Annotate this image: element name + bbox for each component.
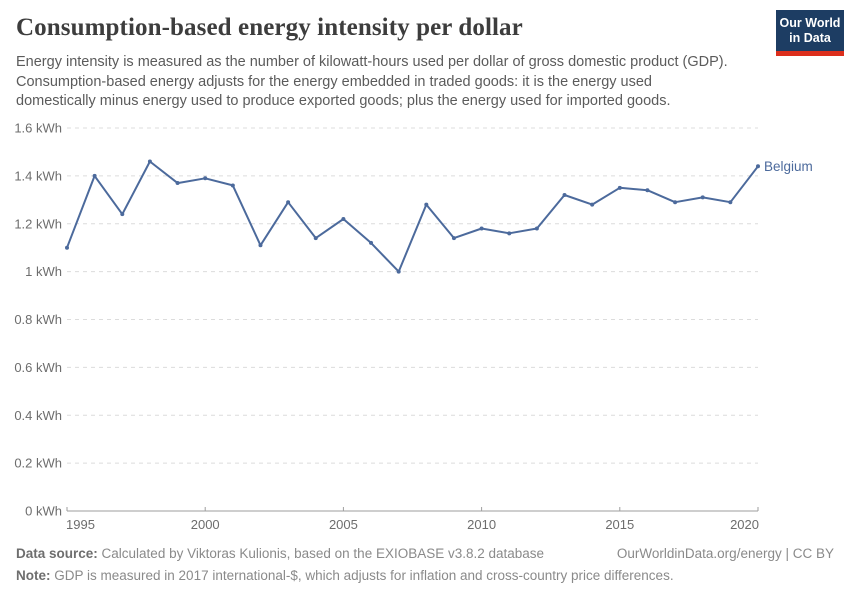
data-point[interactable] bbox=[369, 240, 374, 245]
data-point[interactable] bbox=[562, 193, 567, 198]
x-axis-tick-label: 2005 bbox=[329, 517, 358, 532]
x-axis-tick-label: 2020 bbox=[730, 517, 759, 532]
data-point[interactable] bbox=[645, 188, 650, 193]
x-axis-tick-label: 2010 bbox=[467, 517, 496, 532]
data-point[interactable] bbox=[590, 202, 595, 207]
data-point[interactable] bbox=[673, 200, 678, 205]
owid-logo[interactable]: Our World in Data bbox=[776, 10, 844, 56]
data-point[interactable] bbox=[451, 236, 456, 241]
footer-datasource-row: OurWorldinData.org/energy | CC BY Data s… bbox=[16, 546, 834, 561]
data-point[interactable] bbox=[396, 269, 401, 274]
y-axis-tick-label: 1 kWh bbox=[25, 264, 62, 279]
series-end-label[interactable]: Belgium bbox=[764, 159, 813, 174]
note-text: GDP is measured in 2017 international-$,… bbox=[50, 568, 674, 583]
chart-subtitle: Energy intensity is measured as the numb… bbox=[16, 54, 728, 109]
owid-logo-accent-bar bbox=[776, 51, 844, 56]
data-point[interactable] bbox=[92, 173, 97, 178]
owid-logo-box: Our World in Data bbox=[776, 10, 844, 51]
y-axis-tick-label: 1.2 kWh bbox=[14, 216, 62, 231]
x-axis-tick-label: 2015 bbox=[605, 517, 634, 532]
data-point[interactable] bbox=[507, 231, 512, 236]
data-point[interactable] bbox=[258, 243, 263, 248]
datasource-label: Data source: bbox=[16, 546, 98, 561]
x-axis-tick-label: 1995 bbox=[66, 517, 95, 532]
data-point[interactable] bbox=[700, 195, 705, 200]
data-point[interactable] bbox=[756, 164, 760, 169]
y-axis-tick-label: 0.8 kWh bbox=[14, 312, 62, 327]
y-axis-tick-label: 1.4 kWh bbox=[14, 168, 62, 183]
data-point[interactable] bbox=[341, 216, 346, 221]
y-axis-tick-label: 1.6 kWh bbox=[14, 121, 62, 136]
data-point[interactable] bbox=[120, 212, 125, 217]
data-point[interactable] bbox=[728, 200, 733, 205]
y-axis-tick-label: 0.4 kWh bbox=[14, 408, 62, 423]
y-axis-tick-label: 0.6 kWh bbox=[14, 360, 62, 375]
note-label: Note: bbox=[16, 568, 51, 583]
data-point[interactable] bbox=[424, 202, 429, 207]
y-axis-tick-label: 0.2 kWh bbox=[14, 456, 62, 471]
data-point[interactable] bbox=[286, 200, 291, 205]
data-point[interactable] bbox=[203, 176, 208, 181]
data-point[interactable] bbox=[617, 185, 622, 190]
datasource-text: Calculated by Viktoras Kulionis, based o… bbox=[97, 546, 545, 561]
footer-note-row: Note: GDP is measured in 2017 internatio… bbox=[16, 568, 834, 583]
chart-line-belgium[interactable] bbox=[66, 160, 759, 273]
credit-link[interactable]: OurWorldinData.org/energy | CC BY bbox=[616, 546, 834, 561]
page-title: Consumption-based energy intensity per d… bbox=[16, 14, 523, 41]
line-chart: 0 kWh 0.2 kWh 0.4 kWh 0.6 kWh 0.8 kWh 1 kWh 1.… bbox=[14, 121, 813, 533]
data-point[interactable] bbox=[175, 181, 180, 186]
y-axis-tick-label: 0 kWh bbox=[25, 504, 62, 519]
data-point[interactable] bbox=[147, 159, 152, 164]
data-point[interactable] bbox=[65, 245, 69, 250]
owid-logo-line1: Our World bbox=[779, 16, 841, 30]
data-point[interactable] bbox=[313, 236, 318, 241]
data-point[interactable] bbox=[479, 226, 484, 231]
x-axis-tick-label: 2000 bbox=[191, 517, 220, 532]
data-point[interactable] bbox=[230, 183, 235, 188]
owid-logo-line2: in Data bbox=[789, 31, 831, 45]
data-point[interactable] bbox=[534, 226, 539, 231]
